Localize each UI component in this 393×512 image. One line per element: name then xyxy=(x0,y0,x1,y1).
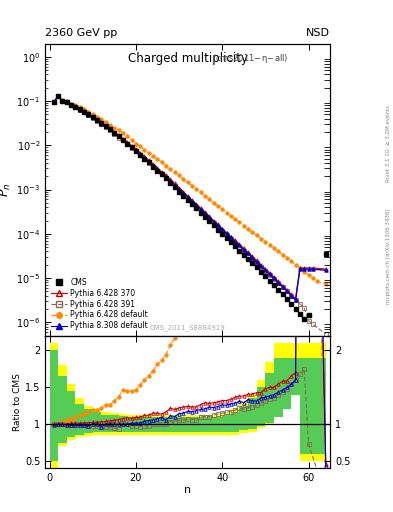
Pythia 6.428 default xyxy=(181,176,186,182)
X-axis label: n: n xyxy=(184,485,191,495)
Pythia 8.308 default xyxy=(215,222,220,228)
Pythia 6.428 default xyxy=(241,223,246,229)
Pythia 6.428 391 xyxy=(185,196,190,202)
Text: $\mathdefault{(cms2011\!-\!\eta\!-\!all)}$: $\mathdefault{(cms2011\!-\!\eta\!-\!all)… xyxy=(212,52,288,66)
Pythia 6.428 391 xyxy=(285,288,289,294)
CMS xyxy=(51,99,56,105)
Pythia 8.308 default xyxy=(323,267,328,273)
Line: Pythia 8.308 default: Pythia 8.308 default xyxy=(52,94,327,302)
CMS xyxy=(194,205,198,211)
Pythia 8.308 default xyxy=(77,106,82,113)
Pythia 6.428 370 xyxy=(323,266,328,272)
Y-axis label: $P_n$: $P_n$ xyxy=(0,182,13,197)
Pythia 8.308 default xyxy=(108,126,112,133)
Pythia 6.428 default xyxy=(129,137,134,143)
Pythia 6.428 391 xyxy=(323,331,328,337)
Pythia 8.308 default xyxy=(185,194,190,200)
Legend: CMS, Pythia 6.428 370, Pythia 6.428 391, Pythia 6.428 default, Pythia 8.308 defa: CMS, Pythia 6.428 370, Pythia 6.428 391,… xyxy=(49,276,150,332)
CMS xyxy=(108,126,112,133)
Pythia 6.428 default xyxy=(56,93,61,99)
Pythia 6.428 391 xyxy=(77,106,82,113)
Text: Charged multiplicity: Charged multiplicity xyxy=(128,52,248,66)
Pythia 6.428 370 xyxy=(125,139,130,145)
Pythia 6.428 391 xyxy=(108,127,112,133)
Text: CMS_2011_S8884919: CMS_2011_S8884919 xyxy=(150,325,226,331)
Text: NSD: NSD xyxy=(306,28,330,38)
Line: Pythia 6.428 391: Pythia 6.428 391 xyxy=(52,94,327,335)
Pythia 8.308 default xyxy=(51,99,56,105)
Pythia 6.428 default xyxy=(189,183,194,189)
Pythia 6.428 370 xyxy=(215,221,220,227)
Pythia 8.308 default xyxy=(293,297,298,303)
Pythia 6.428 370 xyxy=(56,93,61,99)
CMS xyxy=(323,251,328,257)
Pythia 6.428 default xyxy=(323,282,328,288)
CMS xyxy=(280,291,285,297)
Text: Rivet 3.1.10; ≥ 3.2M events: Rivet 3.1.10; ≥ 3.2M events xyxy=(386,105,391,182)
Pythia 8.308 default xyxy=(125,140,130,146)
CMS xyxy=(116,133,121,139)
Line: Pythia 6.428 370: Pythia 6.428 370 xyxy=(52,94,327,301)
Pythia 6.428 370 xyxy=(77,106,82,112)
Pythia 6.428 default xyxy=(138,143,143,150)
Pythia 6.428 default xyxy=(315,278,320,284)
Line: CMS: CMS xyxy=(52,94,328,321)
Pythia 6.428 370 xyxy=(185,193,190,199)
Pythia 6.428 370 xyxy=(285,287,289,293)
Pythia 8.308 default xyxy=(285,288,289,294)
CMS xyxy=(147,159,151,165)
Pythia 8.308 default xyxy=(56,93,61,99)
Y-axis label: Ratio to CMS: Ratio to CMS xyxy=(13,373,22,431)
Pythia 6.428 370 xyxy=(293,296,298,302)
Text: 2360 GeV pp: 2360 GeV pp xyxy=(45,28,118,38)
Pythia 6.428 391 xyxy=(51,99,56,105)
Pythia 6.428 default xyxy=(51,99,56,105)
Pythia 6.428 370 xyxy=(51,99,56,105)
Line: Pythia 6.428 default: Pythia 6.428 default xyxy=(52,94,327,286)
CMS xyxy=(302,316,307,322)
CMS xyxy=(56,93,61,99)
Pythia 6.428 391 xyxy=(215,224,220,230)
Pythia 6.428 391 xyxy=(125,140,130,146)
CMS xyxy=(211,222,216,228)
Pythia 6.428 370 xyxy=(108,125,112,132)
Text: mcplots.cern.ch [arXiv:1306.3436]: mcplots.cern.ch [arXiv:1306.3436] xyxy=(386,208,391,304)
Pythia 6.428 391 xyxy=(56,93,61,99)
